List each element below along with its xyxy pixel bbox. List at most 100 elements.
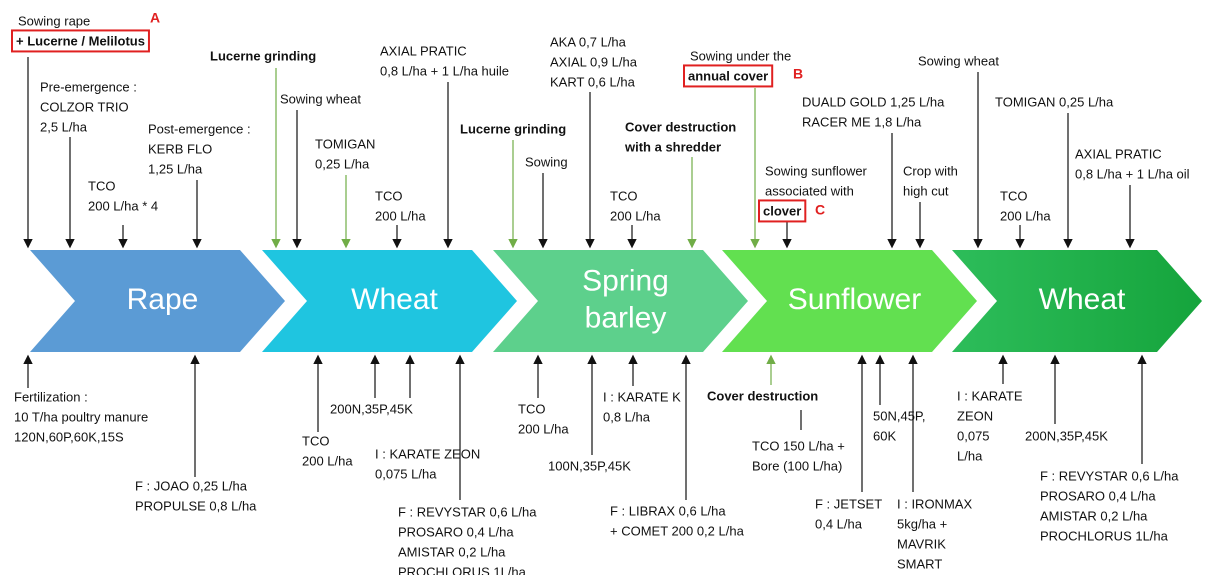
stage-label: Sunflower <box>788 283 921 316</box>
stage-chevron <box>262 250 517 352</box>
annotation-text: Pre-emergence : <box>40 79 137 94</box>
annotation-text: 10 T/ha poultry manure <box>14 409 148 424</box>
annotation-text: F : JOAO 0,25 L/ha <box>135 478 248 493</box>
annotation-text: + COMET 200 0,2 L/ha <box>610 523 745 538</box>
annotation-text: AMISTAR 0,2 L/ha <box>1040 508 1148 523</box>
annotation-text: TCO <box>375 188 402 203</box>
annotation-text: KERB FLO <box>148 141 212 156</box>
annotation-text: Lucerne grinding <box>210 48 316 63</box>
annotation-text: I : KARATE K <box>603 389 681 404</box>
annotation-text: PROSARO 0,4 L/ha <box>1040 488 1156 503</box>
annotation-text: TCO <box>518 401 545 416</box>
annotation-text: Sowing <box>525 154 568 169</box>
annotation-text: 1,25 L/ha <box>148 161 203 176</box>
stage-label: Wheat <box>1039 283 1126 316</box>
highlight-box <box>683 64 774 88</box>
stage-label: Wheat <box>351 283 438 316</box>
annotation-text: TCO <box>610 188 637 203</box>
annotation-text: Sowing under the <box>690 48 791 63</box>
stage-chevron <box>952 250 1202 352</box>
annotation-text: Bore (100 L/ha) <box>752 458 842 473</box>
annotation-text: 200 L/ha <box>610 208 661 223</box>
annotation-text: 0,25 L/ha <box>315 156 370 171</box>
marker: A <box>150 10 160 26</box>
annotation-text: RACER ME 1,8 L/ha <box>802 114 922 129</box>
annotation-text: 0,075 L/ha <box>375 466 437 481</box>
annotation-text: associated with <box>765 183 854 198</box>
annotation-text: MAVRIK <box>897 536 946 551</box>
annotation-text: PROCHLORUS 1L/ha <box>398 564 527 575</box>
annotation-text: Post-emergence : <box>148 121 251 136</box>
annotation-text: TCO <box>88 178 115 193</box>
annotation-text: + Lucerne / Melilotus <box>16 33 145 48</box>
stage-chevron <box>493 250 748 352</box>
annotation-text: TCO <box>1000 188 1027 203</box>
stage-chevron <box>722 250 977 352</box>
annotation-text: F : REVYSTAR 0,6 L/ha <box>1040 468 1179 483</box>
stage-chevron <box>30 250 285 352</box>
annotation-text: Sowing wheat <box>918 53 999 68</box>
annotation-text: 2,5 L/ha <box>40 119 88 134</box>
annotation-text: Sowing sunflower <box>765 163 868 178</box>
marker: C <box>815 202 825 218</box>
annotation-text: L/ha <box>957 448 983 463</box>
annotation-text: annual cover <box>688 68 768 83</box>
annotation-text: AXIAL PRATIC <box>1075 146 1162 161</box>
annotation-text: 100N,35P,45K <box>548 458 631 473</box>
annotation-text: AKA 0,7 L/ha <box>550 34 627 49</box>
annotation-text: Crop with <box>903 163 958 178</box>
annotation-text: 200 L/ha <box>518 421 569 436</box>
annotation-text: 0,075 <box>957 428 990 443</box>
annotation-text: TCO 150 L/ha + <box>752 438 845 453</box>
annotation-text: 200 L/ha * 4 <box>88 198 158 213</box>
annotation-text: Cover destruction <box>707 388 818 403</box>
annotation-text: I : IRONMAX <box>897 496 972 511</box>
marker: B <box>793 66 803 82</box>
annotation-text: with a shredder <box>624 139 721 154</box>
annotation-text: Cover destruction <box>625 119 736 134</box>
annotation-text: PROSARO 0,4 L/ha <box>398 524 514 539</box>
annotation-text: 120N,60P,60K,15S <box>14 429 124 444</box>
annotation-text: 0,4 L/ha <box>815 516 863 531</box>
stage-label: Spring <box>582 264 669 297</box>
annotation-text: 60K <box>873 428 896 443</box>
annotation-text: 0,8 L/ha <box>603 409 651 424</box>
annotation-text: I : KARATE ZEON <box>375 446 480 461</box>
stage-label: barley <box>585 301 667 334</box>
annotation-text: ZEON <box>957 408 993 423</box>
annotation-text: PROCHLORUS 1L/ha <box>1040 528 1169 543</box>
annotation-text: Sowing rape <box>18 13 90 28</box>
annotation-text: F : LIBRAX 0,6 L/ha <box>610 503 726 518</box>
annotation-text: AXIAL PRATIC <box>380 43 467 58</box>
annotation-text: DUALD GOLD 1,25 L/ha <box>802 94 945 109</box>
annotation-text: 200 L/ha <box>1000 208 1051 223</box>
annotation-text: I : KARATE <box>957 388 1023 403</box>
annotation-text: 5kg/ha + <box>897 516 947 531</box>
annotation-text: TOMIGAN <box>315 136 375 151</box>
highlight-box <box>11 29 150 53</box>
annotation-text: 200N,35P,45K <box>1025 428 1108 443</box>
highlight-box <box>758 199 807 223</box>
annotation-text: Sowing wheat <box>280 91 361 106</box>
annotation-text: AXIAL 0,9 L/ha <box>550 54 638 69</box>
annotation-text: Lucerne grinding <box>460 121 566 136</box>
annotation-text: TOMIGAN 0,25 L/ha <box>995 94 1114 109</box>
stage-label: Rape <box>127 283 199 316</box>
annotation-text: clover <box>763 203 801 218</box>
annotation-text: TCO <box>302 433 329 448</box>
annotation-text: high cut <box>903 183 949 198</box>
annotation-text: COLZOR TRIO <box>40 99 129 114</box>
annotation-text: 0,8 L/ha + 1 L/ha huile <box>380 63 509 78</box>
annotation-text: Fertilization : <box>14 389 88 404</box>
annotation-text: F : REVYSTAR 0,6 L/ha <box>398 504 537 519</box>
annotation-text: PROPULSE 0,8 L/ha <box>135 498 257 513</box>
annotation-text: 50N,45P, <box>873 408 926 423</box>
annotation-text: KART 0,6 L/ha <box>550 74 636 89</box>
annotation-text: 200 L/ha <box>375 208 426 223</box>
annotation-text: 200N,35P,45K <box>330 401 413 416</box>
annotation-text: SMART <box>897 556 942 571</box>
annotation-text: AMISTAR 0,2 L/ha <box>398 544 506 559</box>
annotation-text: F : JETSET <box>815 496 882 511</box>
annotation-text: 200 L/ha <box>302 453 353 468</box>
